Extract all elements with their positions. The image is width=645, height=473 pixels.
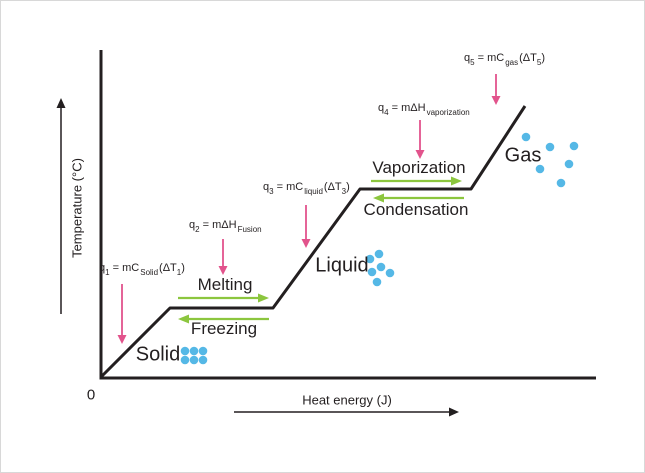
equation-q2: q2 = mΔHFusion: [189, 219, 263, 234]
eq-sub: liquid: [304, 187, 323, 196]
eq-sub: 2: [195, 225, 200, 234]
particle-dot: [569, 141, 579, 151]
eq-part: = mC: [474, 52, 505, 64]
eq-part: q: [263, 181, 270, 193]
eq-sub: vaporization: [426, 108, 470, 117]
y-axis-label: Temperature (°C): [69, 158, 85, 258]
particle-dot: [374, 249, 384, 259]
equation-q4: q4 = mΔHvaporization: [378, 102, 471, 117]
freezing-label: Freezing: [190, 319, 258, 338]
eq-part: ): [541, 52, 545, 64]
eq-sub: 5: [470, 58, 475, 67]
particle-dot: [367, 267, 377, 277]
solid-label: Solid: [135, 343, 181, 366]
particle-dot: [376, 262, 386, 272]
solid-particles-icon: [180, 346, 208, 365]
eq-part: (ΔT: [519, 52, 537, 64]
heating-curve-line: [99, 105, 527, 379]
particle-dot: [372, 277, 382, 287]
vaporization-label: Vaporization: [372, 158, 466, 177]
melting-label: Melting: [197, 275, 253, 294]
eq-part: q: [464, 52, 471, 64]
eq-part: q: [99, 262, 106, 274]
eq-part: = mΔH: [199, 219, 237, 231]
eq-part: q: [378, 102, 385, 114]
equation-q5: q5 = mCgas(ΔT5): [464, 52, 545, 67]
eq-sub: 1: [105, 268, 110, 277]
eq-part: ): [181, 262, 185, 274]
liquid-particles-icon: [365, 249, 395, 287]
liquid-label: Liquid: [315, 254, 369, 277]
eq-sub: Fusion: [237, 225, 262, 234]
eq-sub: 3: [341, 187, 347, 196]
particle-dot: [189, 346, 199, 356]
particle-dot: [180, 355, 190, 365]
condensation-label: Condensation: [363, 200, 469, 219]
equation-q3: q3 = mCliquid(ΔT3): [263, 181, 350, 196]
particle-dot: [545, 142, 555, 152]
particle-dot: [198, 355, 208, 365]
eq-sub: 1: [176, 268, 182, 277]
eq-sub: Solid: [140, 268, 159, 277]
eq-part: = mC: [109, 262, 140, 274]
particle-dot: [521, 132, 531, 142]
particle-dot: [535, 164, 545, 174]
gas-label: Gas: [504, 144, 542, 167]
particle-dot: [198, 346, 208, 356]
eq-part: (ΔT: [159, 262, 177, 274]
eq-part: ): [346, 181, 350, 193]
particle-dot: [365, 254, 375, 264]
eq-part: q: [189, 219, 196, 231]
origin-label: 0: [86, 386, 96, 404]
x-axis-label: Heat energy (J): [302, 392, 392, 408]
particle-dot: [564, 159, 574, 169]
eq-sub: 5: [536, 58, 542, 67]
eq-sub: 3: [269, 187, 274, 196]
eq-sub: gas: [505, 58, 519, 67]
eq-part: = mΔH: [388, 102, 426, 114]
eq-part: = mC: [273, 181, 304, 193]
eq-part: (ΔT: [323, 181, 342, 193]
particle-dot: [189, 355, 199, 365]
eq-sub: 4: [384, 108, 389, 117]
particle-dot: [180, 346, 190, 356]
equation-q1: q1 = mCSolid(ΔT1): [99, 262, 185, 277]
gas-particles-icon: [521, 132, 579, 188]
particle-dot: [556, 178, 566, 188]
particle-dot: [385, 268, 395, 278]
